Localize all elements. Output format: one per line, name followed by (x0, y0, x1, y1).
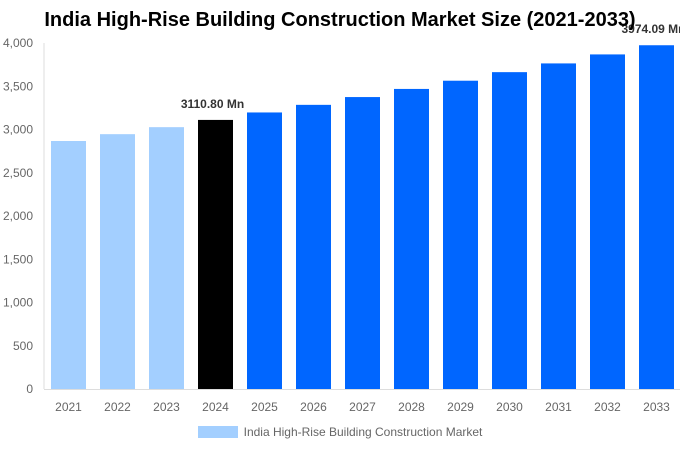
y-tick-label: 500 (13, 339, 33, 353)
bar-2033[interactable] (639, 45, 674, 390)
bar-2024[interactable] (198, 119, 233, 389)
x-tick-label: 2025 (251, 400, 278, 414)
y-tick-label: 2,500 (3, 166, 33, 180)
y-tick-label: 0 (26, 382, 33, 396)
bar-2031[interactable] (541, 63, 576, 389)
bar-2030[interactable] (492, 72, 527, 389)
bar-2026[interactable] (296, 104, 331, 389)
x-tick-label: 2030 (496, 400, 523, 414)
legend[interactable]: India High-Rise Building Construction Ma… (0, 425, 680, 439)
y-tick-label: 2,000 (3, 209, 33, 223)
y-tick-label: 3,000 (3, 123, 33, 137)
x-tick-label: 2021 (55, 400, 82, 414)
bar-2029[interactable] (443, 80, 478, 390)
x-tick-label: 2028 (398, 400, 425, 414)
x-tick-label: 2031 (545, 400, 572, 414)
bar-2022[interactable] (100, 134, 135, 389)
x-tick-label: 2029 (447, 400, 474, 414)
y-tick-label: 4,000 (3, 36, 33, 50)
data-label: 3974.09 Mn (621, 22, 680, 36)
legend-label: India High-Rise Building Construction Ma… (243, 425, 483, 439)
chart-title: India High-Rise Building Construction Ma… (44, 9, 636, 31)
legend-swatch (197, 426, 238, 438)
y-tick-label: 1,500 (3, 252, 33, 266)
bar-2025[interactable] (247, 112, 282, 389)
x-tick-label: 2027 (349, 400, 376, 414)
x-tick-label: 2033 (643, 400, 670, 414)
x-tick-label: 2022 (104, 400, 131, 414)
x-tick-label: 2023 (153, 400, 180, 414)
y-tick-label: 1,000 (3, 296, 33, 310)
y-tick-label: 3,500 (3, 79, 33, 93)
x-tick-label: 2024 (202, 400, 229, 414)
bar-2023[interactable] (149, 127, 184, 390)
data-label: 3110.80 Mn (181, 97, 244, 111)
bar-2032[interactable] (590, 54, 625, 389)
bar-2028[interactable] (394, 88, 429, 389)
x-tick-label: 2026 (300, 400, 327, 414)
x-tick-label: 2032 (594, 400, 621, 414)
bar-2021[interactable] (51, 141, 86, 389)
bar-2027[interactable] (345, 97, 380, 389)
